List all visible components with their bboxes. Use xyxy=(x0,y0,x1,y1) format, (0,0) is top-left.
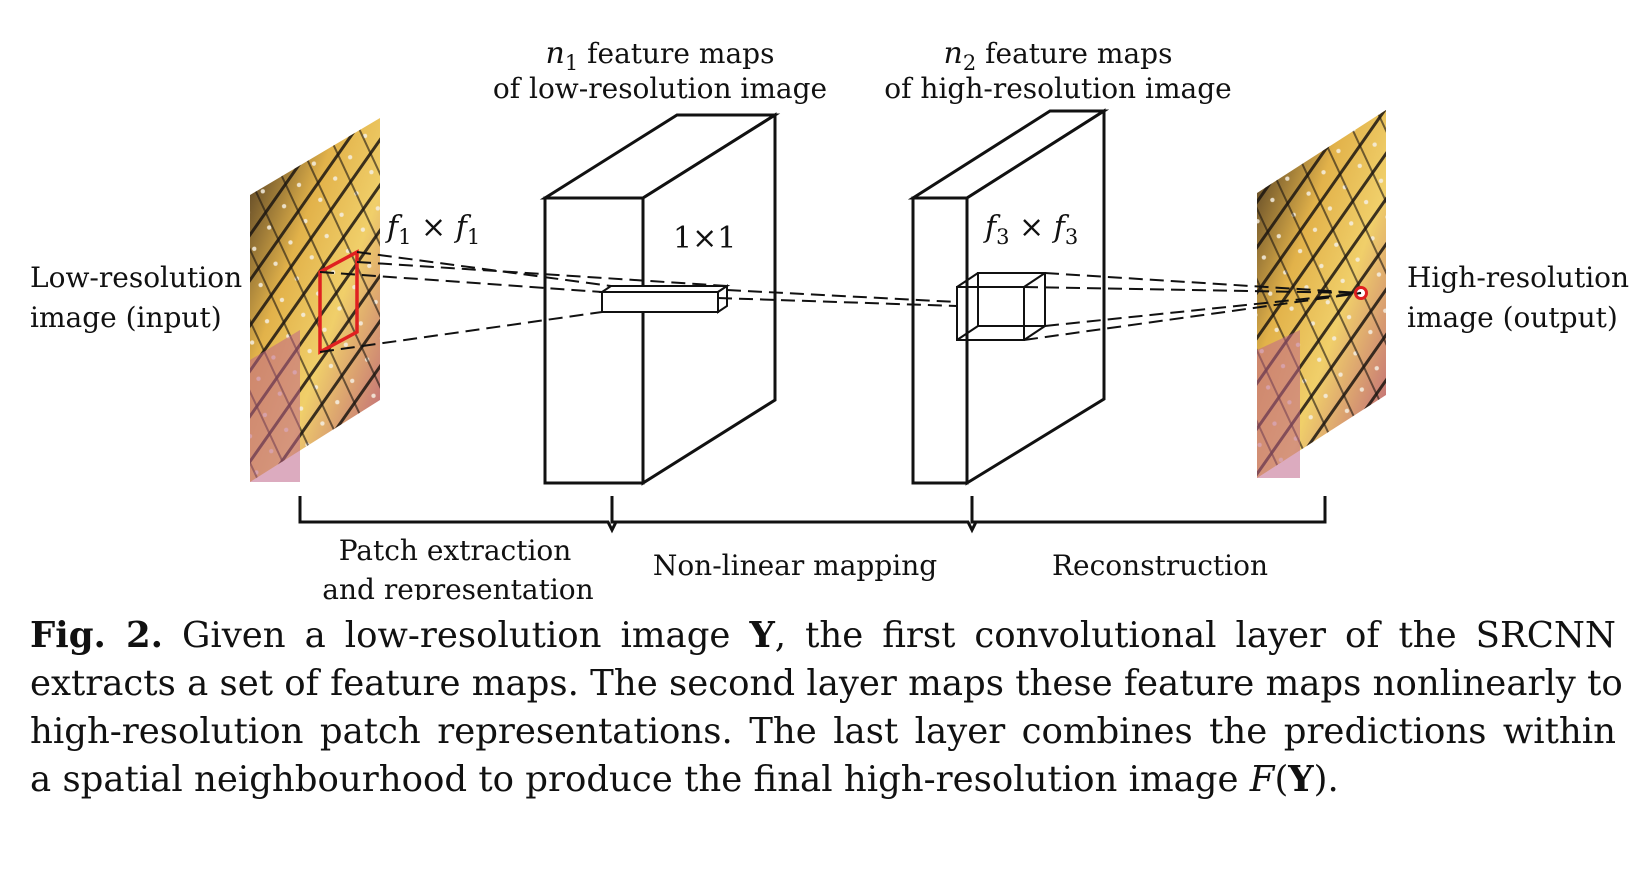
layer1-feature-block xyxy=(539,112,781,486)
stage-mapping: Non-linear mapping xyxy=(653,549,937,582)
output-label-line2: image (output) xyxy=(1407,301,1618,334)
caption-text-4a: a spatial neighbourhood to produce the f… xyxy=(30,759,1250,800)
filter2-label: 1×1 xyxy=(673,221,736,256)
stage-patch-line1: Patch extraction xyxy=(339,534,572,567)
caption-line-4: a spatial neighbourhood to produce the f… xyxy=(30,756,1616,804)
srcnn-diagram: Low-resolution image (input) High-resolu… xyxy=(30,36,1629,600)
stage-recon: Reconstruction xyxy=(1052,549,1268,582)
caption-fig-label: Fig. 2. xyxy=(30,615,163,656)
stage-patch-line2: and representation xyxy=(322,573,593,600)
projection-lines xyxy=(319,251,1362,353)
caption-text-1a: Given a low-resolution image xyxy=(163,615,750,656)
caption-symbol-F: F xyxy=(1249,759,1275,800)
caption-line-2: extracts a set of feature maps. The seco… xyxy=(30,663,1623,704)
input-label-line2: image (input) xyxy=(30,301,222,334)
caption-text-1b: , the first convolutional layer of the S… xyxy=(774,615,1616,656)
input-image xyxy=(250,118,380,482)
filter1-label: f1 × f1 xyxy=(385,210,480,249)
brace-nonlinear-mapping xyxy=(610,496,978,534)
layer2-caption-line2: of high-resolution image xyxy=(884,72,1231,105)
filter3-label: f3 × f3 xyxy=(983,210,1078,249)
brace-reconstruction xyxy=(970,496,1327,524)
caption-paren-close: ). xyxy=(1313,759,1339,800)
caption-symbol-Y2: Y xyxy=(1288,759,1314,800)
input-label-line1: Low-resolution xyxy=(30,261,242,294)
layer1-caption-line1: n1 feature maps xyxy=(546,36,775,75)
filter-box-1x1 xyxy=(598,284,731,314)
caption-symbol-Y: Y xyxy=(749,615,775,656)
filter-box-f3 xyxy=(956,272,1046,341)
layer1-caption-line2: of low-resolution image xyxy=(493,72,827,105)
layer2-caption-line1: n2 feature maps xyxy=(944,36,1173,75)
output-label-line1: High-resolution xyxy=(1407,261,1629,294)
brace-patch-extraction xyxy=(298,496,618,534)
figure-caption: Fig. 2. Given a low-resolution image Y, … xyxy=(30,612,1623,804)
output-image xyxy=(1257,110,1386,478)
layer2-feature-block xyxy=(907,108,1110,486)
input-patch-highlight xyxy=(318,249,359,355)
caption-paren-open: ( xyxy=(1274,759,1289,800)
caption-line-3: high-resolution patch representations. T… xyxy=(30,711,1616,752)
caption-line-1: Fig. 2. Given a low-resolution image Y, … xyxy=(30,612,1616,660)
stage-braces xyxy=(298,496,1327,534)
